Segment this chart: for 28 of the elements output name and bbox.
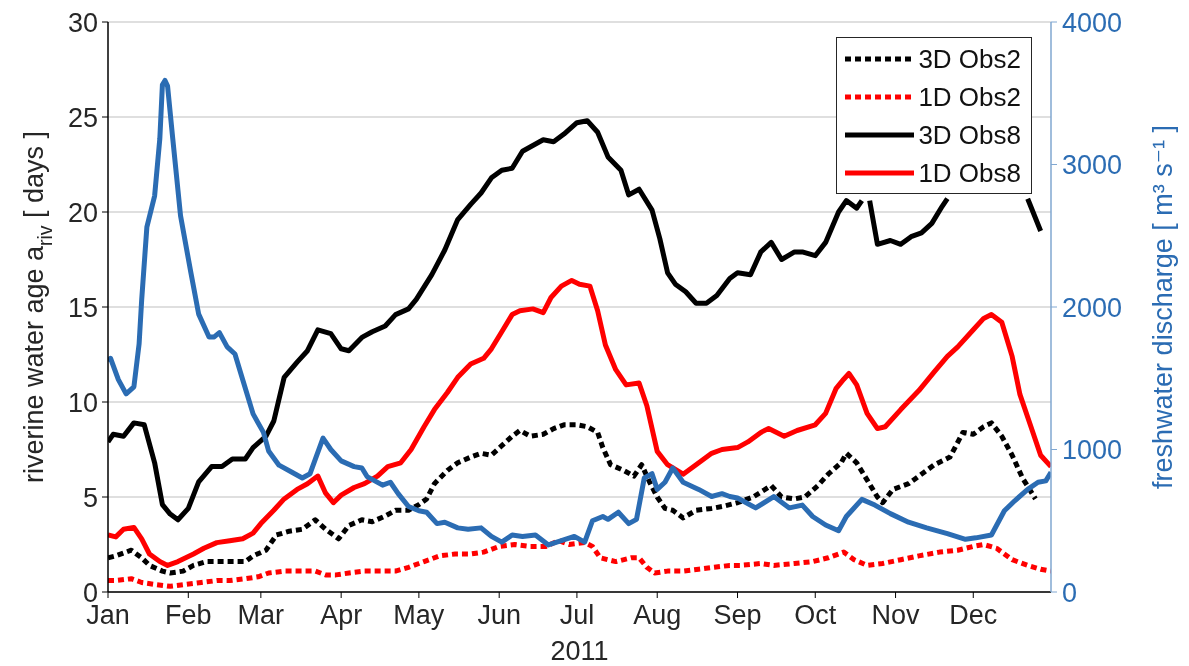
y-tick-label: 20 bbox=[67, 197, 98, 228]
y2-axis-title: freshwater discharge [ m³ s⁻¹ ] bbox=[1148, 125, 1178, 489]
x-tick-label: Oct bbox=[794, 600, 837, 631]
y-tick-label: 25 bbox=[67, 102, 98, 133]
y-tick-label: 5 bbox=[82, 482, 98, 513]
x-tick-label: Mar bbox=[237, 600, 285, 631]
x-tick-label: Sep bbox=[713, 600, 762, 631]
y-tick-label: 30 bbox=[67, 7, 98, 38]
x-tick-label: Feb bbox=[165, 600, 212, 631]
legend-label: 1D Obs8 bbox=[918, 157, 1021, 189]
y2-tick-label: 3000 bbox=[1062, 150, 1123, 181]
x-tick-label: Jul bbox=[559, 600, 595, 631]
legend-label: 3D Obs8 bbox=[918, 119, 1021, 151]
x-tick-label: Jun bbox=[477, 600, 521, 631]
x-tick-label: Nov bbox=[871, 600, 921, 631]
x-axis-title: 2011 bbox=[550, 636, 609, 666]
y-tick-label: 15 bbox=[67, 292, 98, 323]
y2-tick-label: 2000 bbox=[1062, 292, 1123, 323]
y2-tick-label: 0 bbox=[1062, 577, 1078, 608]
x-tick-label: Apr bbox=[320, 600, 363, 631]
y2-tick-label: 1000 bbox=[1062, 435, 1123, 466]
legend-label: 3D Obs2 bbox=[918, 43, 1021, 75]
x-tick-label: May bbox=[393, 600, 445, 631]
legend-label: 1D Obs2 bbox=[918, 81, 1021, 113]
x-tick-label: Dec bbox=[949, 600, 998, 631]
x-tick-label: Aug bbox=[633, 600, 682, 631]
y-tick-label: 10 bbox=[67, 387, 98, 418]
y2-tick-label: 4000 bbox=[1062, 7, 1123, 38]
